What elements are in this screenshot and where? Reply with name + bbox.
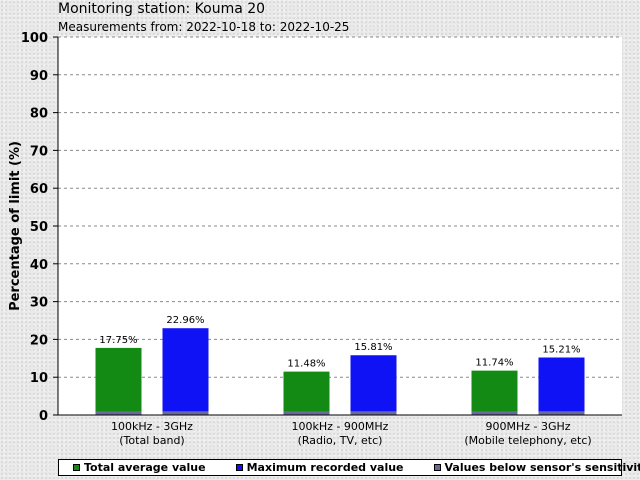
bar-sensitivity [95,411,142,415]
bar-chart: 0 10 20 30 40 50 60 70 80 90 100 17.75% 22.96% 100kHz… [8,31,622,447]
bar-average [283,371,330,415]
data-label: 22.96% [166,315,204,326]
x-tick-label: 100kHz - 900MHz [292,420,389,433]
legend-label-maximum: Maximum recorded value [246,461,404,474]
bar-maximum [538,357,585,415]
legend-item-sensitivity: Values below sensor's sensitivity [433,461,640,474]
y-axis-label: Percentage of limit (%) [8,141,23,311]
y-tick-label: 30 [30,296,48,311]
bar-sensitivity [350,411,397,415]
chart-subtitle: Measurements from: 2022-10-18 to: 2022-1… [58,20,350,34]
bar-sensitivity [538,411,585,415]
legend-swatch-average [73,464,80,471]
data-label: 15.81% [354,342,392,353]
bar-sensitivity [162,411,209,415]
bar-sensitivity [283,411,330,415]
x-tick-label: 100kHz - 3GHz [111,420,193,433]
y-tick-label: 0 [39,409,48,424]
y-tick-label: 80 [30,107,48,122]
data-label: 15.21% [542,345,580,356]
bar-maximum [162,328,209,415]
x-tick-label: (Total band) [119,434,184,447]
legend-item-average: Total average value [73,461,206,474]
y-tick-label: 50 [30,220,48,235]
y-tick-label: 20 [30,333,48,348]
bar-sensitivity [471,411,518,415]
bar-average [95,347,142,415]
data-label: 17.75% [99,335,137,346]
legend: Total average value Maximum recorded val… [58,459,640,476]
legend-label-average: Total average value [84,461,206,474]
y-tick-label: 90 [30,69,48,84]
chart-title: Monitoring station: Kouma 20 [58,1,266,17]
data-label: 11.48% [287,359,325,370]
legend-swatch-maximum [235,464,243,471]
x-tick-label: (Radio, TV, etc) [298,434,383,447]
bar-maximum [350,355,397,415]
y-tick-label: 60 [30,182,48,197]
x-tick-label: (Mobile telephony, etc) [464,434,591,447]
legend-item-maximum: Maximum recorded value [235,461,404,474]
legend-swatch-sensitivity [433,464,441,471]
y-tick-label: 70 [30,144,48,159]
bar-average [471,370,518,415]
y-tick-label: 40 [30,258,48,273]
x-tick-label: 900MHz - 3GHz [485,420,570,433]
y-tick-label: 100 [21,31,48,46]
y-tick-label: 10 [30,371,48,386]
legend-label-sensitivity: Values below sensor's sensitivity [444,461,640,474]
data-label: 11.74% [475,358,513,369]
